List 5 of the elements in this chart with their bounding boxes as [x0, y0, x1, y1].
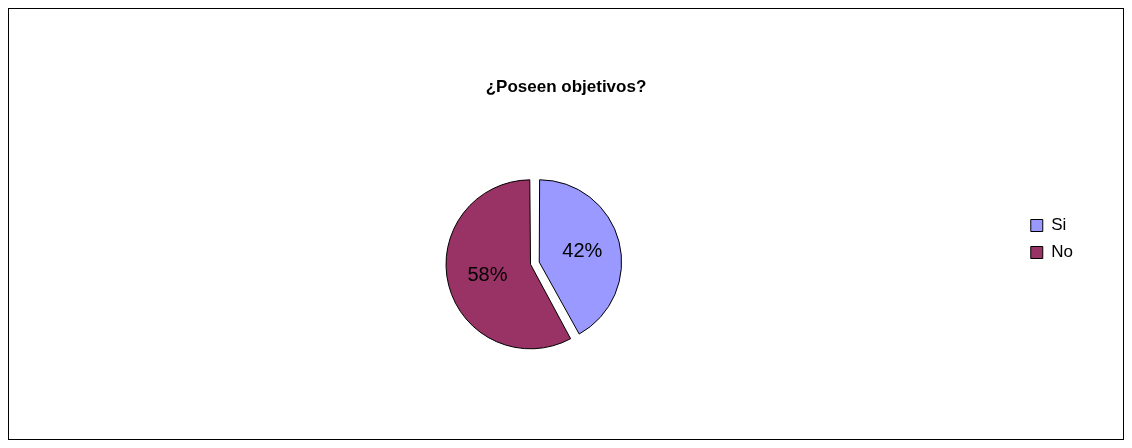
- chart-title: ¿Poseen objetivos?: [485, 76, 647, 96]
- data-label: 58%: [467, 262, 508, 285]
- legend-label: Si: [1051, 215, 1067, 235]
- data-label: 42%: [562, 238, 603, 261]
- legend-label: No: [1051, 242, 1073, 262]
